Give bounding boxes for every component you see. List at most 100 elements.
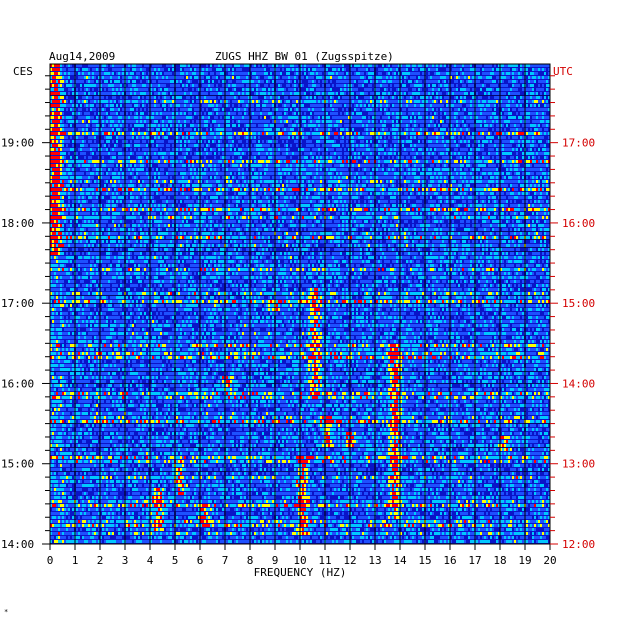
heatmap-cell <box>186 88 188 91</box>
heatmap-cell <box>66 80 68 83</box>
heatmap-cell <box>388 116 390 119</box>
heatmap-cell <box>62 108 64 111</box>
heatmap-cell <box>278 68 280 71</box>
heatmap-cell <box>256 88 258 91</box>
heatmap-cell <box>456 96 458 99</box>
heatmap-cell <box>502 140 504 143</box>
heatmap-cell <box>196 136 198 139</box>
heatmap-cell <box>64 148 66 151</box>
heatmap-cell <box>380 68 382 71</box>
heatmap-cell <box>276 112 278 115</box>
heatmap-cell <box>264 160 266 163</box>
heatmap-cell <box>372 124 374 127</box>
heatmap-cell <box>444 76 446 79</box>
heatmap-cell <box>166 148 168 151</box>
heatmap-cell <box>430 148 432 151</box>
heatmap-cell <box>126 72 128 75</box>
heatmap-cell <box>168 160 170 163</box>
heatmap-cell <box>122 136 124 139</box>
heatmap-cell <box>262 108 264 111</box>
heatmap-cell <box>140 80 142 83</box>
heatmap-cell <box>478 124 480 127</box>
heatmap-cell <box>496 152 498 155</box>
heatmap-cell <box>292 132 294 135</box>
heatmap-cell <box>156 140 158 143</box>
heatmap-cell <box>336 116 338 119</box>
heatmap-cell <box>468 108 470 111</box>
heatmap-cell <box>76 156 78 159</box>
heatmap-cell <box>80 160 82 163</box>
heatmap-cell <box>410 136 412 139</box>
heatmap-cell <box>256 120 258 123</box>
heatmap-cell <box>244 116 246 119</box>
heatmap-cell <box>386 128 388 131</box>
heatmap-cell <box>240 140 242 143</box>
heatmap-cell <box>254 76 256 79</box>
heatmap-cell <box>280 80 282 83</box>
heatmap-cell <box>76 96 78 99</box>
heatmap-cell <box>184 152 186 155</box>
heatmap-cell <box>534 80 536 83</box>
heatmap-cell <box>340 104 342 107</box>
heatmap-cell <box>172 148 174 151</box>
heatmap-cell <box>264 128 266 131</box>
heatmap-cell <box>442 104 444 107</box>
heatmap-cell <box>196 132 198 135</box>
heatmap-cell <box>296 132 298 135</box>
heatmap-cell <box>470 112 472 115</box>
heatmap-cell <box>304 136 306 139</box>
heatmap-cell <box>476 108 478 111</box>
heatmap-cell <box>460 88 462 91</box>
heatmap-cell <box>392 132 394 135</box>
heatmap-cell <box>434 152 436 155</box>
heatmap-cell <box>240 68 242 71</box>
heatmap-cell <box>60 136 62 139</box>
heatmap-cell <box>152 128 154 131</box>
heatmap-cell <box>236 68 238 71</box>
heatmap-cell <box>54 120 56 123</box>
heatmap-cell <box>314 152 316 155</box>
heatmap-cell <box>216 128 218 131</box>
heatmap-cell <box>154 120 156 123</box>
heatmap-cell <box>130 120 132 123</box>
heatmap-cell <box>118 68 120 71</box>
heatmap-cell <box>118 156 120 159</box>
heatmap-cell <box>240 100 242 103</box>
heatmap-cell <box>542 68 544 71</box>
heatmap-cell <box>544 72 546 75</box>
heatmap-cell <box>88 136 90 139</box>
heatmap-cell <box>184 148 186 151</box>
heatmap-cell <box>142 140 144 143</box>
heatmap-cell <box>210 72 212 75</box>
heatmap-cell <box>218 112 220 115</box>
heatmap-cell <box>452 124 454 127</box>
heatmap-cell <box>380 160 382 163</box>
heatmap-cell <box>142 100 144 103</box>
heatmap-cell <box>252 72 254 75</box>
heatmap-cell <box>216 92 218 95</box>
heatmap-cell <box>466 80 468 83</box>
heatmap-cell <box>442 132 444 135</box>
heatmap-cell <box>116 124 118 127</box>
heatmap-cell <box>128 160 130 163</box>
heatmap-cell <box>378 104 380 107</box>
heatmap-cell <box>532 68 534 71</box>
heatmap-cell <box>332 132 334 135</box>
heatmap-cell <box>164 76 166 79</box>
heatmap-cell <box>284 96 286 99</box>
heatmap-cell <box>204 96 206 99</box>
heatmap-cell <box>532 108 534 111</box>
heatmap-cell <box>486 88 488 91</box>
heatmap-cell <box>322 76 324 79</box>
heatmap-cell <box>326 88 328 91</box>
heatmap-cell <box>102 92 104 95</box>
heatmap-cell <box>166 116 168 119</box>
heatmap-cell <box>396 148 398 151</box>
heatmap-cell <box>362 68 364 71</box>
heatmap-cell <box>202 144 204 147</box>
heatmap-cell <box>354 124 356 127</box>
heatmap-cell <box>182 100 184 103</box>
heatmap-cell <box>118 92 120 95</box>
heatmap-cell <box>256 92 258 95</box>
heatmap-cell <box>456 112 458 115</box>
